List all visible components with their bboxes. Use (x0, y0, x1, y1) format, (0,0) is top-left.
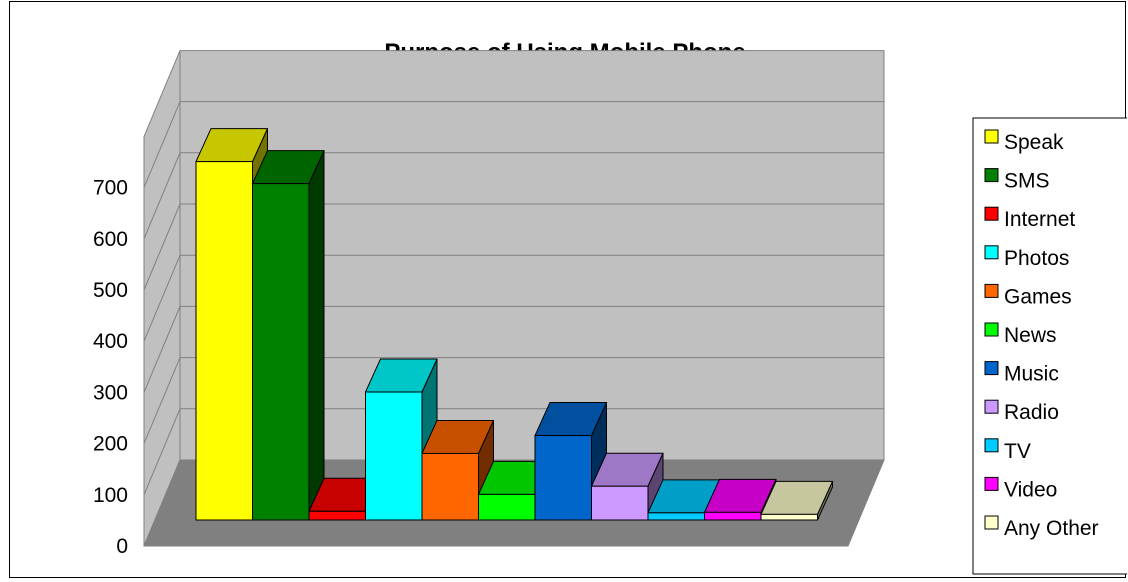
bar-radio (590, 452, 664, 521)
bar-front (421, 452, 479, 521)
legend-label: Internet (1004, 208, 1075, 231)
legend-item: Video (984, 476, 1057, 501)
y-axis: 0 100 200 300 400 500 600 700 (93, 177, 128, 558)
legend-swatch (984, 476, 999, 491)
gridline (143, 408, 884, 495)
gridline (143, 152, 884, 239)
legend-item: SMS (984, 168, 1050, 193)
bar-any-other (760, 480, 834, 521)
legend-label: Games (1004, 285, 1072, 308)
legend-item: TV (984, 438, 1031, 463)
chart: Purpose of Using Mobile Phone 0100200300… (93, 39, 1127, 575)
legend-swatch (984, 129, 999, 144)
legend-label: News (1004, 324, 1057, 347)
bar-side (308, 150, 325, 521)
legend-swatch (984, 399, 999, 414)
bar-front (308, 510, 366, 521)
bar-front (704, 511, 762, 521)
bar-front (195, 161, 253, 521)
bar-front (591, 485, 649, 521)
bar-front (478, 493, 536, 521)
y-tick-label: 0 (116, 535, 128, 558)
legend-label: SMS (1004, 170, 1050, 193)
legend-swatch (984, 515, 999, 530)
legend-label: Any Other (1004, 517, 1099, 540)
legend: Speak SMS Internet Photos Games News Music Radi… (972, 117, 1127, 575)
bar-front (760, 513, 818, 521)
legend-item: Radio (984, 399, 1059, 424)
legend-item: Speak (984, 129, 1064, 154)
gridline (143, 101, 884, 188)
legend-item: Any Other (984, 515, 1099, 540)
legend-item: Photos (984, 245, 1069, 270)
legend-swatch (984, 438, 999, 453)
legend-swatch (984, 168, 999, 183)
bars (195, 128, 834, 521)
legend-swatch (984, 322, 999, 337)
legend-label: Radio (1004, 401, 1059, 424)
legend-item: Internet (984, 206, 1075, 231)
y-tick-label: 500 (93, 279, 128, 302)
legend-box (972, 117, 1127, 575)
bar-front (647, 512, 705, 521)
y-tick-label: 600 (93, 228, 128, 251)
legend-swatch (984, 206, 999, 221)
y-tick-label: 700 (93, 177, 128, 200)
legend-item: News (984, 322, 1057, 347)
y-tick-label: 100 (93, 484, 128, 507)
legend-label: Speak (1004, 131, 1064, 154)
bar-front (252, 183, 310, 521)
gridline (143, 357, 884, 444)
bar-front (534, 435, 592, 521)
legend-label: Music (1004, 363, 1059, 386)
bar-games (421, 419, 495, 521)
legend-swatch (984, 283, 999, 298)
legend-swatch (984, 361, 999, 376)
legend-item: Music (984, 361, 1059, 386)
y-tick-label: 400 (93, 330, 128, 353)
legend-swatch (984, 245, 999, 260)
legend-label: TV (1004, 440, 1031, 463)
bar-sms (251, 150, 325, 521)
legend-item: Games (984, 283, 1072, 308)
gridline (143, 305, 884, 393)
bar-front (365, 391, 423, 521)
gridline (143, 254, 884, 342)
chart-frame: Purpose of Using Mobile Phone 0100200300… (9, 1, 1127, 578)
legend-label: Photos (1004, 247, 1069, 270)
y-tick-label: 300 (93, 381, 128, 404)
y-tick-label: 200 (93, 433, 128, 456)
legend-label: Video (1004, 478, 1057, 501)
gridline (143, 203, 884, 291)
